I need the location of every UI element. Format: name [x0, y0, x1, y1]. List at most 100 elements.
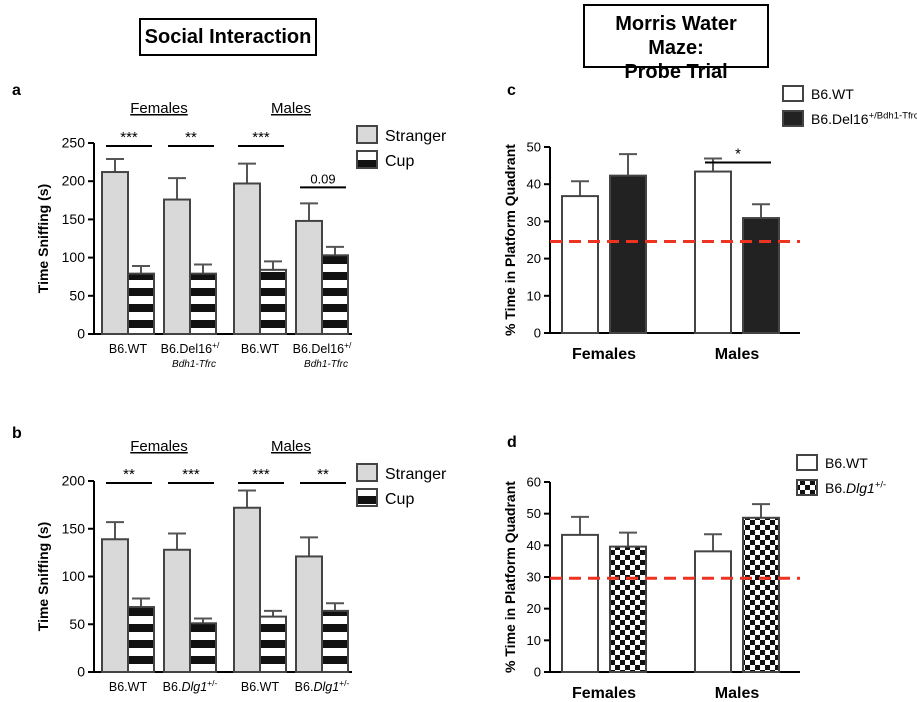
- bar-stranger: [163, 548, 191, 674]
- x-tick-label: B6.Dlg1+/-: [163, 678, 218, 694]
- significance-bar-label: ***: [182, 466, 200, 483]
- y-tick-label: 50: [69, 616, 85, 632]
- bar-cup: [259, 268, 287, 336]
- bar-wt: [694, 170, 732, 334]
- y-axis-label: Time Sniffing (s): [35, 522, 51, 631]
- x-tick-label: B6.WT: [109, 680, 148, 694]
- bar-cup: [259, 615, 287, 673]
- panel-letter-d: d: [507, 434, 517, 451]
- legend-swatch-wt: [782, 85, 804, 102]
- y-axis-label: Time Sniffing (s): [35, 184, 51, 293]
- morris-water-maze-title-line1: Morris Water Maze:: [615, 13, 737, 59]
- legend-swatch-cup: [356, 488, 378, 507]
- bar-stranger: [101, 171, 129, 335]
- x-tick-label: B6.WT: [241, 342, 280, 356]
- legend-swatch-wt: [796, 454, 818, 471]
- y-tick-label: 10: [527, 288, 541, 303]
- y-tick-label: 30: [527, 570, 541, 585]
- legend-swatch-stranger: [356, 463, 378, 482]
- group-label-females: Females: [130, 100, 188, 117]
- bar-stranger: [233, 182, 261, 335]
- legend-label-mutant: B6.Del16+/Bdh1-Tfrc: [811, 110, 917, 127]
- x-tick-sublabel: Bdh1-Tfrc: [172, 359, 216, 370]
- bar-mutant: [742, 516, 780, 673]
- bar-stranger: [163, 198, 191, 335]
- bar-wt: [561, 533, 599, 674]
- panel-letter-a: a: [12, 82, 21, 99]
- legend-label-cup: Cup: [385, 153, 414, 170]
- y-tick-label: 100: [62, 568, 86, 584]
- x-tick-label: B6.Del16+/: [161, 340, 220, 356]
- bar-cup: [127, 272, 155, 336]
- bar-stranger: [295, 219, 323, 335]
- bar-mutant: [609, 545, 647, 673]
- y-tick-label: 0: [534, 665, 541, 680]
- social-interaction-title: Social Interaction: [139, 18, 317, 56]
- significance-bar-label: **: [123, 466, 135, 483]
- bar-cup: [189, 622, 217, 673]
- y-tick-label: 150: [62, 520, 86, 536]
- legend-label-mutant: B6.Dlg1+/-: [825, 479, 886, 496]
- bar-mutant: [609, 174, 647, 334]
- bar-stranger: [233, 506, 261, 673]
- y-tick-label: 150: [62, 211, 86, 227]
- y-tick-label: 200: [62, 473, 86, 489]
- y-tick-label: 40: [527, 538, 541, 553]
- legend-swatch-cup: [356, 150, 378, 169]
- y-axis-label: % Time in Platform Quadrant: [502, 144, 518, 336]
- group-label-males: Males: [271, 100, 311, 117]
- legend-swatch-mutant: [796, 479, 818, 496]
- y-tick-label: 20: [527, 251, 541, 266]
- y-tick-label: 0: [77, 326, 85, 342]
- bar-mutant: [742, 217, 780, 334]
- y-tick-label: 200: [62, 173, 86, 189]
- x-tick-label: B6.Dlg1+/-: [295, 678, 350, 694]
- group-label-females: Females: [130, 438, 188, 455]
- panel-letter-b: b: [12, 425, 22, 442]
- significance-bar-label: *: [735, 146, 741, 163]
- x-tick-sublabel: Bdh1-Tfrc: [304, 359, 348, 370]
- y-tick-label: 50: [527, 140, 541, 155]
- significance-bar-label: ***: [120, 129, 138, 146]
- y-tick-label: 250: [62, 135, 86, 151]
- y-tick-label: 0: [77, 664, 85, 680]
- significance-bar-label: 0.09: [310, 171, 335, 186]
- legend-swatch-stranger: [356, 125, 378, 144]
- bar-stranger: [101, 538, 129, 673]
- significance-bar-label: ***: [252, 466, 270, 483]
- bar-cup: [321, 254, 349, 335]
- bar-cup: [189, 272, 217, 336]
- y-tick-label: 100: [62, 249, 86, 265]
- y-tick-label: 60: [527, 475, 541, 490]
- bar-cup: [321, 609, 349, 674]
- bar-cup: [127, 606, 155, 673]
- y-tick-label: 50: [527, 506, 541, 521]
- legend-label-cup: Cup: [385, 491, 414, 508]
- x-tick-label-females: Females: [572, 346, 636, 363]
- x-tick-label-females: Females: [572, 685, 636, 702]
- legend-swatch-mutant: [782, 110, 804, 127]
- x-tick-label-males: Males: [715, 346, 760, 363]
- x-tick-label: B6.Del16+/: [293, 340, 352, 356]
- y-tick-label: 50: [69, 287, 85, 303]
- x-tick-label: B6.WT: [109, 342, 148, 356]
- y-tick-label: 10: [527, 633, 541, 648]
- bar-wt: [694, 550, 732, 673]
- y-axis-label: % Time in Platform Quadrant: [502, 481, 518, 673]
- panel-letter-c: c: [507, 82, 516, 99]
- y-tick-label: 20: [527, 601, 541, 616]
- legend-label-stranger: Stranger: [385, 128, 447, 145]
- legend-label-stranger: Stranger: [385, 466, 447, 483]
- group-label-males: Males: [271, 438, 311, 455]
- morris-water-maze-title-line2: Probe Trial: [624, 61, 728, 83]
- x-tick-label: B6.WT: [241, 680, 280, 694]
- significance-bar-label: ***: [252, 129, 270, 146]
- y-tick-label: 0: [534, 326, 541, 341]
- morris-water-maze-title: Morris Water Maze: Probe Trial: [583, 4, 769, 83]
- significance-bar-label: **: [185, 129, 197, 146]
- legend-label-wt: B6.WT: [811, 86, 854, 102]
- y-tick-label: 30: [527, 214, 541, 229]
- bar-wt: [561, 195, 599, 334]
- y-tick-label: 40: [527, 177, 541, 192]
- bar-stranger: [295, 555, 323, 674]
